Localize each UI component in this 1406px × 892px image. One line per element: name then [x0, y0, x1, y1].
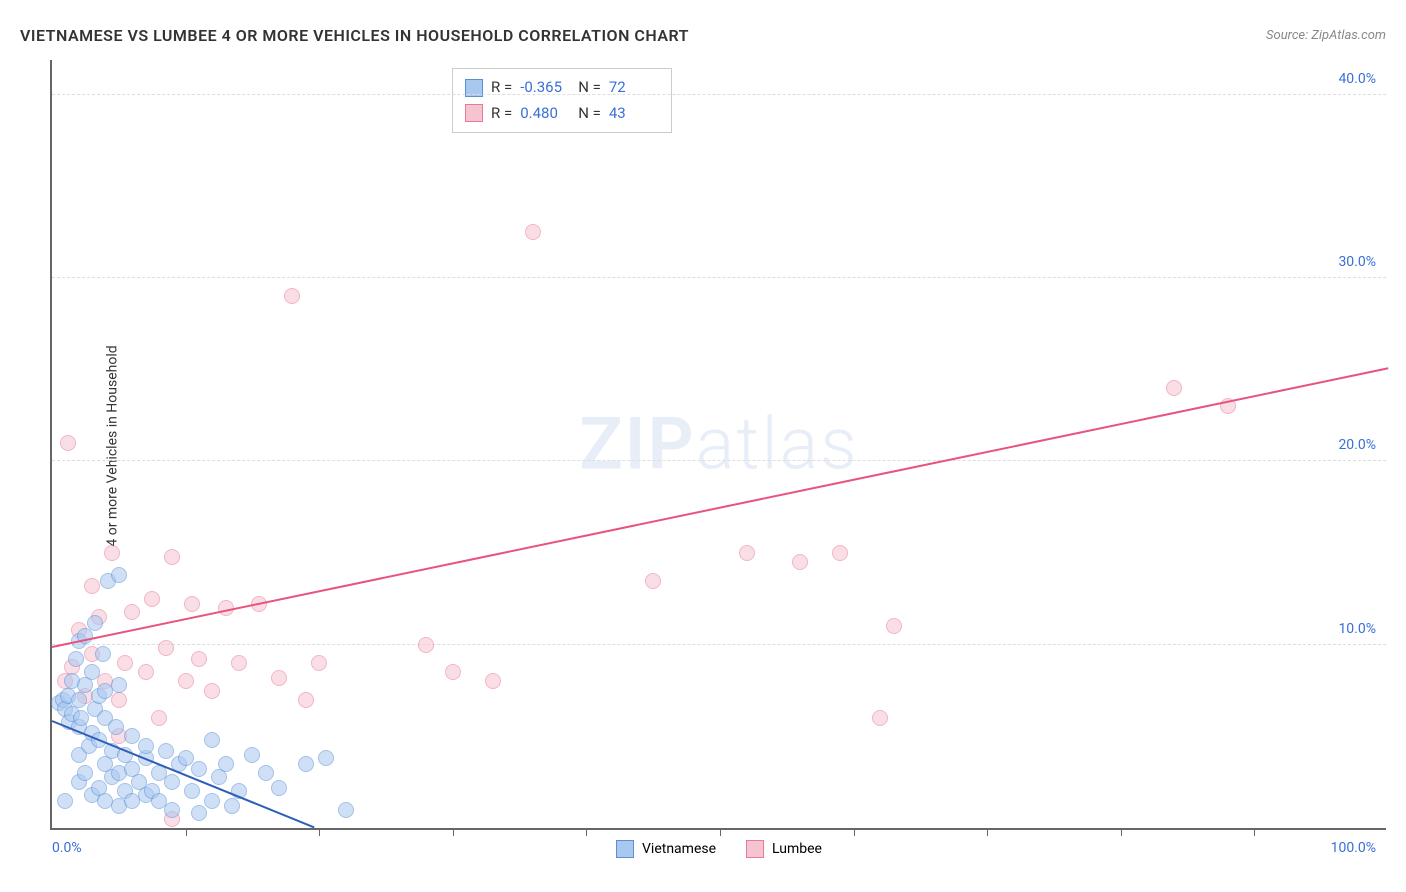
scatter-point-series1: [111, 567, 127, 583]
scatter-point-series1: [298, 756, 314, 772]
scatter-point-series2: [485, 673, 501, 689]
x-tick: [186, 828, 187, 836]
scatter-point-series2: [525, 224, 541, 240]
gridline-h: [52, 460, 1386, 461]
scatter-point-series2: [284, 288, 300, 304]
scatter-point-series2: [271, 670, 287, 686]
scatter-point-series1: [158, 743, 174, 759]
scatter-point-series2: [792, 554, 808, 570]
scatter-point-series2: [184, 596, 200, 612]
gridline-h: [52, 277, 1386, 278]
scatter-point-series1: [108, 719, 124, 735]
scatter-point-series1: [77, 765, 93, 781]
scatter-point-series2: [872, 710, 888, 726]
scatter-point-series1: [84, 664, 100, 680]
scatter-point-series1: [191, 761, 207, 777]
scatter-point-series2: [104, 545, 120, 561]
bottom-legend: Vietnamese Lumbee: [616, 840, 822, 858]
scatter-point-series2: [60, 435, 76, 451]
stats-row-series2: R = 0.480 N = 43: [465, 101, 659, 127]
scatter-point-series1: [68, 651, 84, 667]
scatter-point-series2: [144, 591, 160, 607]
gridline-h: [52, 644, 1386, 645]
scatter-point-series2: [117, 655, 133, 671]
legend-item-series2: Lumbee: [746, 840, 822, 858]
scatter-point-series1: [138, 738, 154, 754]
x-tick: [720, 828, 721, 836]
scatter-point-series2: [138, 664, 154, 680]
scatter-point-series2: [164, 549, 180, 565]
scatter-point-series2: [158, 640, 174, 656]
x-tick: [453, 828, 454, 836]
scatter-point-series1: [318, 750, 334, 766]
scatter-point-series1: [218, 756, 234, 772]
scatter-point-series1: [164, 802, 180, 818]
scatter-point-series1: [191, 805, 207, 821]
scatter-point-series1: [71, 692, 87, 708]
swatch-series2: [465, 104, 483, 122]
x-tick: [319, 828, 320, 836]
plot-area: ZIPatlas R = -0.365 N = 72 R = 0.480 N =…: [50, 60, 1386, 830]
scatter-point-series2: [418, 637, 434, 653]
scatter-point-series1: [204, 793, 220, 809]
scatter-point-series2: [739, 545, 755, 561]
watermark: ZIPatlas: [579, 402, 859, 487]
scatter-point-series2: [832, 545, 848, 561]
swatch-series2-icon: [746, 840, 764, 858]
chart-title: VIETNAMESE VS LUMBEE 4 OR MORE VEHICLES …: [20, 26, 689, 45]
scatter-point-series2: [645, 573, 661, 589]
scatter-point-series2: [178, 673, 194, 689]
scatter-point-series1: [111, 677, 127, 693]
scatter-point-series2: [445, 664, 461, 680]
x-tick: [586, 828, 587, 836]
swatch-series1-icon: [616, 840, 634, 858]
scatter-point-series2: [886, 618, 902, 634]
scatter-point-series2: [311, 655, 327, 671]
scatter-point-series2: [1166, 380, 1182, 396]
scatter-point-series1: [164, 774, 180, 790]
scatter-point-series1: [224, 798, 240, 814]
scatter-point-series2: [84, 578, 100, 594]
legend-item-series1: Vietnamese: [616, 840, 716, 858]
scatter-point-series2: [124, 604, 140, 620]
x-tick: [854, 828, 855, 836]
scatter-point-series1: [271, 780, 287, 796]
scatter-point-series1: [95, 646, 111, 662]
scatter-point-series1: [87, 615, 103, 631]
scatter-point-series1: [184, 783, 200, 799]
gridline-h: [52, 94, 1386, 95]
scatter-point-series2: [231, 655, 247, 671]
x-tick: [1121, 828, 1122, 836]
scatter-point-series2: [151, 710, 167, 726]
scatter-point-series2: [298, 692, 314, 708]
scatter-point-series1: [204, 732, 220, 748]
x-tick-label-max: 100.0%: [1331, 840, 1376, 856]
stats-row-series1: R = -0.365 N = 72: [465, 75, 659, 101]
y-tick-label: 10.0%: [1338, 621, 1376, 637]
source-attribution: Source: ZipAtlas.com: [1266, 28, 1386, 43]
y-tick-label: 40.0%: [1338, 71, 1376, 87]
y-tick-label: 20.0%: [1338, 437, 1376, 453]
scatter-point-series1: [178, 750, 194, 766]
scatter-point-series1: [258, 765, 274, 781]
scatter-point-series2: [191, 651, 207, 667]
scatter-point-series1: [338, 802, 354, 818]
scatter-point-series2: [111, 692, 127, 708]
y-tick-label: 30.0%: [1338, 254, 1376, 270]
scatter-point-series1: [244, 747, 260, 763]
x-tick: [987, 828, 988, 836]
x-tick: [1254, 828, 1255, 836]
scatter-point-series1: [57, 793, 73, 809]
scatter-point-series2: [204, 683, 220, 699]
x-tick-label-min: 0.0%: [52, 840, 82, 856]
trendline-series2: [52, 368, 1388, 649]
stats-legend-box: R = -0.365 N = 72 R = 0.480 N = 43: [452, 68, 672, 133]
